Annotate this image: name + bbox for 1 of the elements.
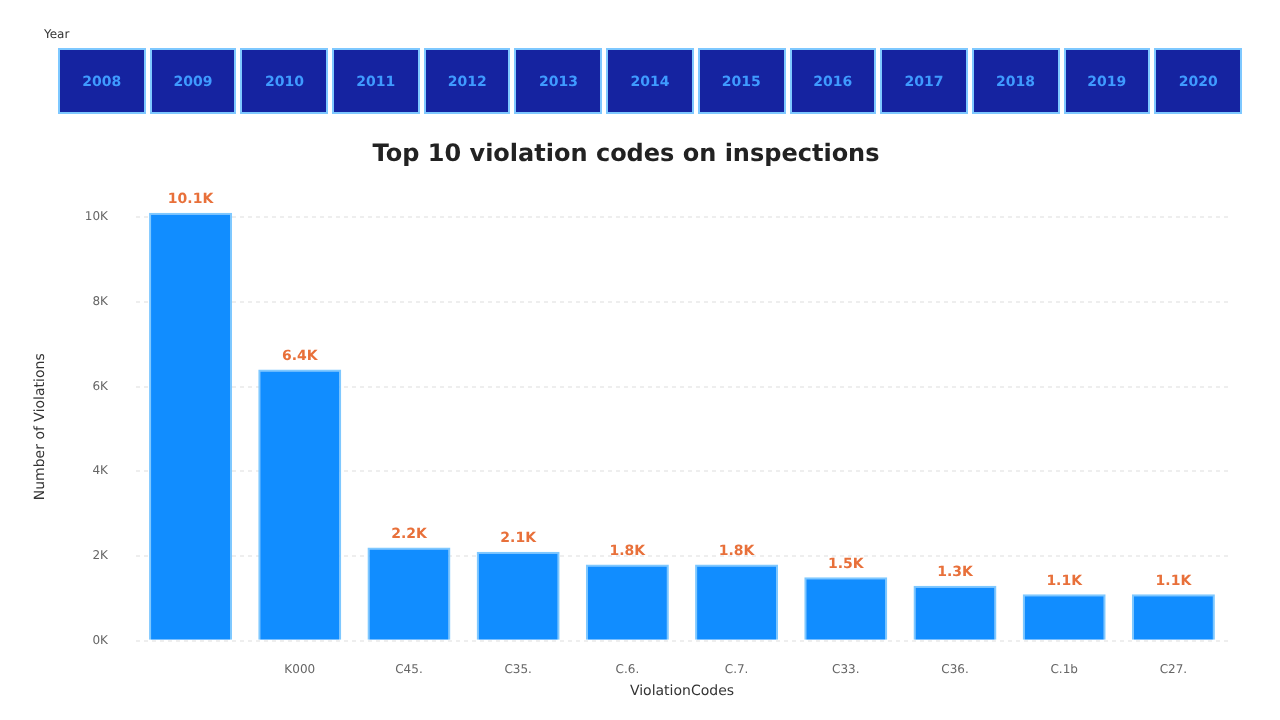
chart-title: Top 10 violation codes on inspections xyxy=(372,138,880,167)
